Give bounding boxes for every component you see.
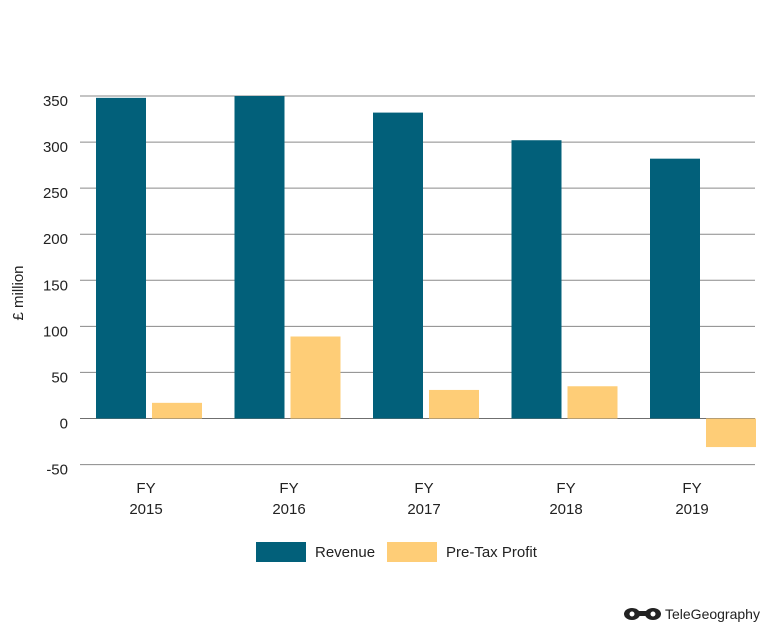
x-tick-label-line: 2016: [272, 501, 305, 518]
x-tick-label-line: FY: [136, 480, 155, 497]
bar-pre-tax-profit-fy-2017: [429, 389, 479, 419]
x-tick-label-line: FY: [556, 480, 575, 497]
x-tick-label-line: FY: [279, 480, 298, 497]
y-tick-label: -50: [46, 462, 68, 479]
x-tick-label-line: 2018: [549, 501, 582, 518]
bar-pre-tax-profit-fy-2016: [290, 336, 341, 419]
bar-revenue-fy-2015: [96, 97, 146, 419]
brand-name: TeleGeography: [665, 606, 760, 622]
y-axis-ticks: 350 300 250 200 150 100 50 0 -50: [43, 93, 68, 479]
x-tick-label-fy-2017: FY 2017: [407, 480, 440, 518]
y-tick-label: 350: [43, 93, 68, 110]
y-tick-label: 100: [43, 323, 68, 340]
telegeography-logo-icon: [624, 608, 661, 620]
x-tick-label-fy-2019: FY 2019: [675, 480, 708, 518]
bar-revenue-fy-2017: [373, 112, 423, 419]
brand-logo: TeleGeography: [624, 606, 760, 622]
x-tick-label-line: 2015: [129, 501, 162, 518]
y-tick-label: 250: [43, 185, 68, 202]
y-axis-title: £ million: [10, 265, 27, 320]
bar-revenue-fy-2019: [650, 158, 700, 419]
bar-revenue-fy-2016: [234, 96, 285, 419]
x-axis-labels: FY 2015 FY 2016 FY 2017 FY 2018 FY 2019: [129, 480, 708, 518]
legend: Revenue Pre-Tax Profit: [256, 542, 538, 562]
bar-pre-tax-profit-fy-2015: [152, 402, 202, 419]
legend-swatch-pre-tax-profit: [387, 542, 437, 562]
x-tick-label-line: 2017: [407, 501, 440, 518]
bar-pre-tax-profit-fy-2018: [567, 386, 618, 419]
legend-swatch-revenue: [256, 542, 306, 562]
y-tick-label: 300: [43, 139, 68, 156]
legend-label-pre-tax-profit: Pre-Tax Profit: [446, 544, 538, 561]
y-tick-label: 0: [60, 416, 68, 433]
legend-label-revenue: Revenue: [315, 544, 375, 561]
x-tick-label-fy-2018: FY 2018: [549, 480, 582, 518]
bars: [96, 96, 756, 448]
x-tick-label-line: FY: [414, 480, 433, 497]
y-tick-label: 150: [43, 277, 68, 294]
x-tick-label-line: FY: [682, 480, 701, 497]
x-tick-label-fy-2015: FY 2015: [129, 480, 162, 518]
bar-pre-tax-profit-fy-2019: [706, 418, 756, 448]
bar-revenue-fy-2018: [511, 140, 562, 419]
y-tick-label: 200: [43, 231, 68, 248]
x-tick-label-line: 2019: [675, 501, 708, 518]
x-tick-label-fy-2016: FY 2016: [272, 480, 305, 518]
y-tick-label: 50: [51, 369, 68, 386]
